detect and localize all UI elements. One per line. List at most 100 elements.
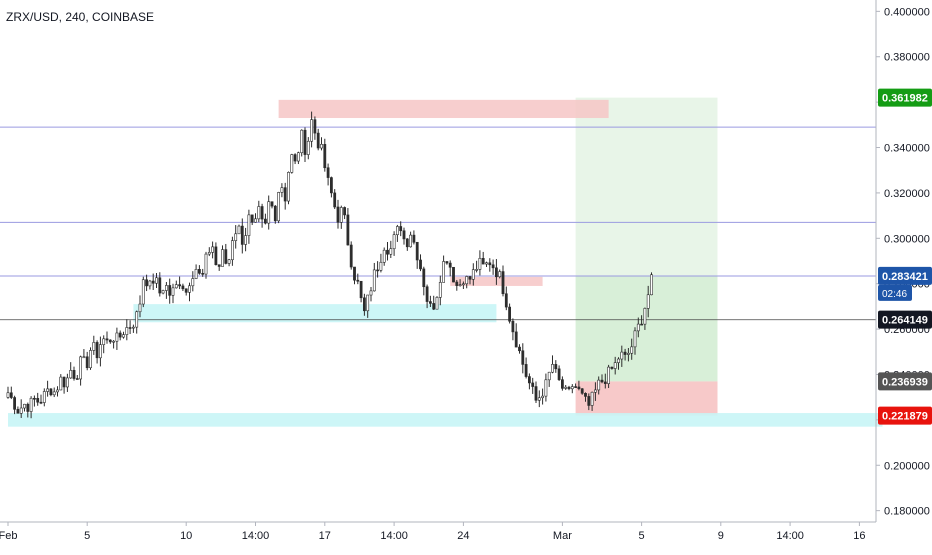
- candle[interactable]: [313, 119, 317, 134]
- candle[interactable]: [52, 391, 56, 396]
- candle[interactable]: [82, 356, 86, 359]
- candle[interactable]: [128, 327, 132, 329]
- candle[interactable]: [148, 280, 152, 287]
- candle[interactable]: [320, 144, 323, 149]
- candle[interactable]: [257, 206, 261, 220]
- candle[interactable]: [207, 252, 211, 255]
- candle[interactable]: [590, 391, 594, 406]
- candle[interactable]: [56, 389, 59, 393]
- candle[interactable]: [432, 303, 436, 310]
- candle[interactable]: [165, 285, 168, 291]
- candle[interactable]: [438, 282, 442, 298]
- candle[interactable]: [171, 287, 175, 296]
- candle[interactable]: [326, 167, 330, 178]
- support-zone-3[interactable]: [8, 413, 883, 427]
- candle[interactable]: [409, 234, 413, 248]
- candle[interactable]: [32, 397, 36, 400]
- candle[interactable]: [412, 234, 416, 243]
- candle[interactable]: [369, 290, 373, 296]
- candle[interactable]: [79, 356, 83, 380]
- candle[interactable]: [273, 205, 277, 222]
- candle[interactable]: [511, 320, 515, 333]
- candle[interactable]: [435, 297, 439, 310]
- candle[interactable]: [155, 277, 158, 284]
- candle[interactable]: [636, 323, 640, 332]
- candle[interactable]: [346, 214, 350, 246]
- candle[interactable]: [389, 248, 393, 255]
- candle[interactable]: [405, 238, 409, 248]
- candle[interactable]: [267, 201, 271, 224]
- candle[interactable]: [461, 283, 465, 286]
- candle[interactable]: [349, 244, 353, 268]
- resistance-zone-0[interactable]: [278, 99, 609, 119]
- candle[interactable]: [306, 140, 310, 155]
- candle[interactable]: [468, 276, 472, 280]
- candle[interactable]: [504, 293, 508, 308]
- candle[interactable]: [485, 262, 488, 265]
- candle[interactable]: [151, 280, 155, 284]
- candle[interactable]: [465, 276, 469, 285]
- candle[interactable]: [551, 364, 554, 373]
- candle[interactable]: [201, 273, 205, 275]
- candle[interactable]: [478, 258, 482, 270]
- candle[interactable]: [188, 285, 191, 293]
- candle[interactable]: [158, 277, 162, 294]
- candle[interactable]: [296, 152, 300, 162]
- candle[interactable]: [425, 286, 429, 302]
- candle[interactable]: [250, 214, 254, 223]
- candle[interactable]: [204, 253, 208, 275]
- candle[interactable]: [564, 386, 568, 389]
- candle[interactable]: [640, 323, 644, 326]
- candle[interactable]: [168, 285, 172, 296]
- support-zone-2[interactable]: [133, 304, 497, 323]
- candle[interactable]: [181, 285, 185, 290]
- candle[interactable]: [39, 401, 43, 404]
- candle[interactable]: [537, 397, 541, 401]
- candle[interactable]: [603, 381, 607, 384]
- candle[interactable]: [508, 306, 512, 322]
- candle[interactable]: [62, 376, 66, 388]
- candle[interactable]: [16, 409, 20, 414]
- candle[interactable]: [240, 225, 244, 245]
- candle[interactable]: [287, 172, 290, 202]
- candle[interactable]: [521, 350, 525, 365]
- candle[interactable]: [514, 331, 518, 348]
- candle[interactable]: [382, 249, 386, 263]
- candle[interactable]: [442, 261, 446, 283]
- candle[interactable]: [231, 240, 234, 261]
- candle[interactable]: [333, 192, 337, 208]
- candle[interactable]: [214, 246, 218, 265]
- loss-zone[interactable]: [575, 381, 718, 416]
- candle[interactable]: [194, 269, 198, 279]
- candle[interactable]: [356, 279, 360, 282]
- candle[interactable]: [237, 225, 241, 235]
- candle[interactable]: [613, 362, 617, 369]
- candle[interactable]: [643, 308, 647, 325]
- candle[interactable]: [112, 340, 116, 343]
- candle[interactable]: [102, 338, 106, 345]
- candle[interactable]: [270, 201, 274, 207]
- candle[interactable]: [577, 386, 581, 390]
- candle[interactable]: [244, 235, 248, 245]
- candle[interactable]: [524, 364, 528, 377]
- candle[interactable]: [211, 246, 215, 253]
- candle[interactable]: [115, 332, 119, 342]
- candle[interactable]: [280, 187, 284, 193]
- candle[interactable]: [290, 154, 294, 173]
- candle[interactable]: [547, 371, 551, 381]
- candle[interactable]: [554, 364, 558, 370]
- candle[interactable]: [145, 279, 149, 287]
- candle[interactable]: [534, 386, 538, 401]
- candle[interactable]: [184, 288, 188, 293]
- candle[interactable]: [626, 352, 630, 355]
- profit-zone-upper[interactable]: [575, 97, 718, 276]
- candle[interactable]: [458, 284, 462, 286]
- candle[interactable]: [587, 396, 591, 406]
- candle[interactable]: [386, 249, 389, 255]
- candle[interactable]: [570, 386, 574, 390]
- candle[interactable]: [518, 346, 521, 352]
- candle[interactable]: [376, 269, 380, 272]
- candle[interactable]: [362, 297, 366, 312]
- candle[interactable]: [574, 386, 578, 388]
